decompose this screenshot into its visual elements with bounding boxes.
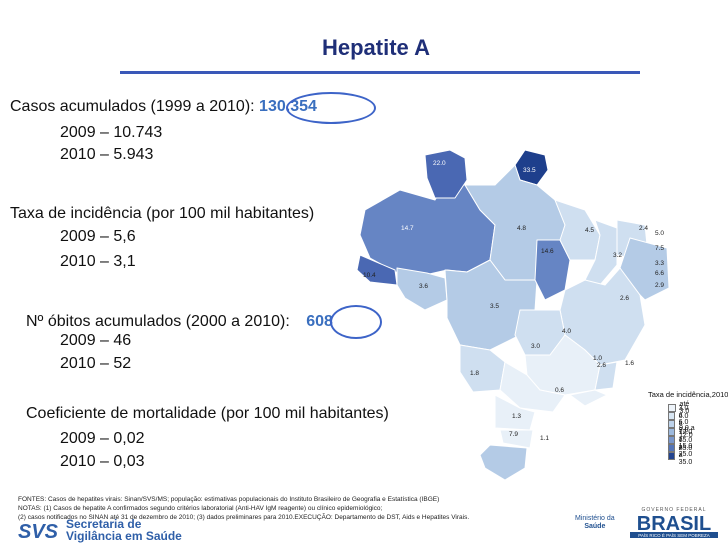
state-espirito-santo bbox=[594, 361, 618, 391]
mortality-2010: 2010 – 0,03 bbox=[60, 453, 145, 470]
brazil-incidence-map: 22.0 33.5 14.7 4.8 4.5 2.4 5.0 7.5 3.2 3… bbox=[356, 150, 670, 480]
legend-swatch-1 bbox=[668, 403, 676, 412]
ministry-logo: Ministério da Saúde bbox=[575, 515, 615, 531]
legend-swatch-5 bbox=[668, 435, 675, 444]
value-pe: 3.3 bbox=[655, 260, 664, 267]
state-roraima bbox=[424, 150, 468, 199]
incidence-2010: 2010 – 3,1 bbox=[60, 253, 136, 270]
state-rio-grande-sul bbox=[479, 444, 528, 480]
footer-sources: FONTES: Casos de hepatites virais: Sinan… bbox=[18, 496, 440, 503]
deaths-highlight-circle bbox=[330, 305, 382, 339]
value-amapa: 33.5 bbox=[523, 167, 536, 174]
value-minas-1: 1.0 bbox=[593, 355, 602, 362]
value-maranhao: 4.5 bbox=[585, 227, 594, 234]
svs-logo-icon: SVS bbox=[18, 521, 59, 543]
state-maranhao bbox=[554, 199, 601, 261]
legend-label-5: 12.0 a 15.0 bbox=[678, 429, 693, 450]
title-text: Hepatite A bbox=[322, 35, 430, 60]
value-ceara: 2.4 bbox=[639, 225, 648, 232]
value-rs: 7.9 bbox=[509, 431, 518, 438]
value-rj: 2.6 bbox=[597, 362, 606, 369]
brasil-government-logo: GOVERNO FEDERAL BRASIL PAÍS RICO É PAÍS … bbox=[630, 507, 718, 538]
deaths-2009: 2009 – 46 bbox=[60, 332, 132, 349]
legend-label-3: 6.0 a 9.0 bbox=[678, 413, 689, 434]
legend-item-2: 3.0 a 6.0 bbox=[668, 405, 693, 426]
svg-text:GOVERNO FEDERAL: GOVERNO FEDERAL bbox=[641, 507, 706, 513]
ministry-line2: Saúde bbox=[584, 523, 606, 530]
legend-item-3: 6.0 a 9.0 bbox=[668, 413, 693, 434]
value-roraima: 22.0 bbox=[433, 160, 446, 167]
legend-swatch-2 bbox=[668, 411, 675, 420]
incidence-label: Taxa de incidência (por 100 mil habitant… bbox=[10, 205, 315, 222]
cases-2010: 2010 – 5.943 bbox=[60, 146, 154, 163]
value-al: 6.6 bbox=[655, 270, 664, 277]
value-piaui: 3.2 bbox=[613, 252, 622, 259]
incidence-2009: 2009 – 5,6 bbox=[60, 228, 136, 245]
svs-line1: Secretaria de bbox=[66, 517, 142, 531]
cases-highlight-circle bbox=[286, 92, 376, 124]
footer-notes-1: NOTAS: (1) Casos de hepatite A confirmad… bbox=[18, 505, 383, 512]
page-title: Hepatite A bbox=[0, 35, 728, 61]
svs-logo-text: Secretaria de Vigilância em Saúde bbox=[66, 518, 182, 542]
deaths-value: 608 bbox=[306, 313, 333, 330]
svg-text:PAÍS RICO É PAÍS SEM POBREZA: PAÍS RICO É PAÍS SEM POBREZA bbox=[638, 532, 710, 538]
legend-item-7: 25.0 a 35.0 bbox=[668, 445, 697, 466]
legend-label-6: 15.0 a 25.0 bbox=[678, 437, 693, 458]
deaths-2010: 2010 – 52 bbox=[60, 355, 132, 372]
state-sao-paulo bbox=[499, 361, 566, 413]
cases-label: Casos acumulados (1999 a 2010): bbox=[10, 98, 255, 115]
value-para: 4.8 bbox=[517, 225, 526, 232]
state-acre bbox=[356, 254, 398, 286]
state-parana bbox=[494, 394, 536, 431]
mortality-label: Coeficiente de mortalidade (por 100 mil … bbox=[26, 405, 389, 422]
value-rondonia: 3.6 bbox=[419, 283, 428, 290]
value-es: 1.6 bbox=[625, 360, 634, 367]
legend-label-1: até 3.0 bbox=[679, 400, 690, 415]
value-se: 2.9 bbox=[655, 282, 664, 289]
state-rondonia bbox=[396, 267, 448, 311]
legend-swatch-4 bbox=[668, 427, 676, 436]
footer-notes: FONTES: Casos de hepatites virais: Sinan… bbox=[18, 495, 538, 522]
value-pb: 7.5 bbox=[655, 245, 664, 252]
state-santa-catarina bbox=[499, 429, 534, 449]
value-goias: 3.0 bbox=[531, 343, 540, 350]
legend-label-7: 25.0 a 35.0 bbox=[678, 445, 693, 466]
value-tocantins: 14.6 bbox=[541, 248, 554, 255]
legend-label-4: 9.0 a 12.0 bbox=[679, 424, 695, 439]
legend-item-1: até 3.0 bbox=[668, 401, 693, 415]
mortality-2009: 2009 – 0,02 bbox=[60, 430, 145, 447]
state-value-labels: 22.0 33.5 14.7 4.8 4.5 2.4 5.0 7.5 3.2 3… bbox=[363, 160, 664, 442]
value-ms: 1.8 bbox=[470, 370, 479, 377]
legend-swatch-6 bbox=[668, 443, 675, 452]
value-acre: 10.4 bbox=[363, 272, 376, 279]
value-bahia: 2.6 bbox=[620, 295, 629, 302]
deaths-line: Nº óbitos acumulados (2000 a 2010): 608 bbox=[26, 313, 333, 331]
legend-title: Taxa de incidência,2010 bbox=[648, 390, 728, 399]
value-df: 4.0 bbox=[562, 328, 571, 335]
legend-item-5: 12.0 a 15.0 bbox=[668, 429, 697, 450]
svg-text:BRASIL: BRASIL bbox=[637, 513, 711, 535]
state-mato-grosso-sul bbox=[459, 344, 506, 393]
legend-label-2: 3.0 a 6.0 bbox=[678, 405, 689, 426]
value-minas-2: 0.6 bbox=[555, 387, 564, 394]
value-sao-paulo: 1.3 bbox=[512, 413, 521, 420]
ministry-line1: Ministério da bbox=[575, 515, 615, 522]
state-rio-de-janeiro bbox=[569, 389, 608, 407]
footer-notes-2: (2) casos notificados no SINAN até 31 de… bbox=[18, 514, 470, 521]
value-amazonas: 14.7 bbox=[401, 225, 414, 232]
svg-text:SVS: SVS bbox=[18, 521, 59, 543]
value-mato-grosso: 3.5 bbox=[490, 303, 499, 310]
cases-2009: 2009 – 10.743 bbox=[60, 124, 163, 141]
value-rn: 5.0 bbox=[655, 230, 664, 237]
cases-line: Casos acumulados (1999 a 2010): 130.354 bbox=[10, 98, 317, 116]
legend-item-6: 15.0 a 25.0 bbox=[668, 437, 697, 458]
value-sc: 1.1 bbox=[540, 435, 549, 442]
legend-swatch-3 bbox=[668, 419, 675, 428]
deaths-label: Nº óbitos acumulados (2000 a 2010): bbox=[26, 313, 290, 330]
legend-item-4: 9.0 a 12.0 bbox=[668, 425, 697, 439]
title-underline bbox=[120, 71, 640, 74]
svs-line2: Vigilância em Saúde bbox=[66, 529, 182, 543]
legend-swatch-7 bbox=[668, 451, 675, 460]
